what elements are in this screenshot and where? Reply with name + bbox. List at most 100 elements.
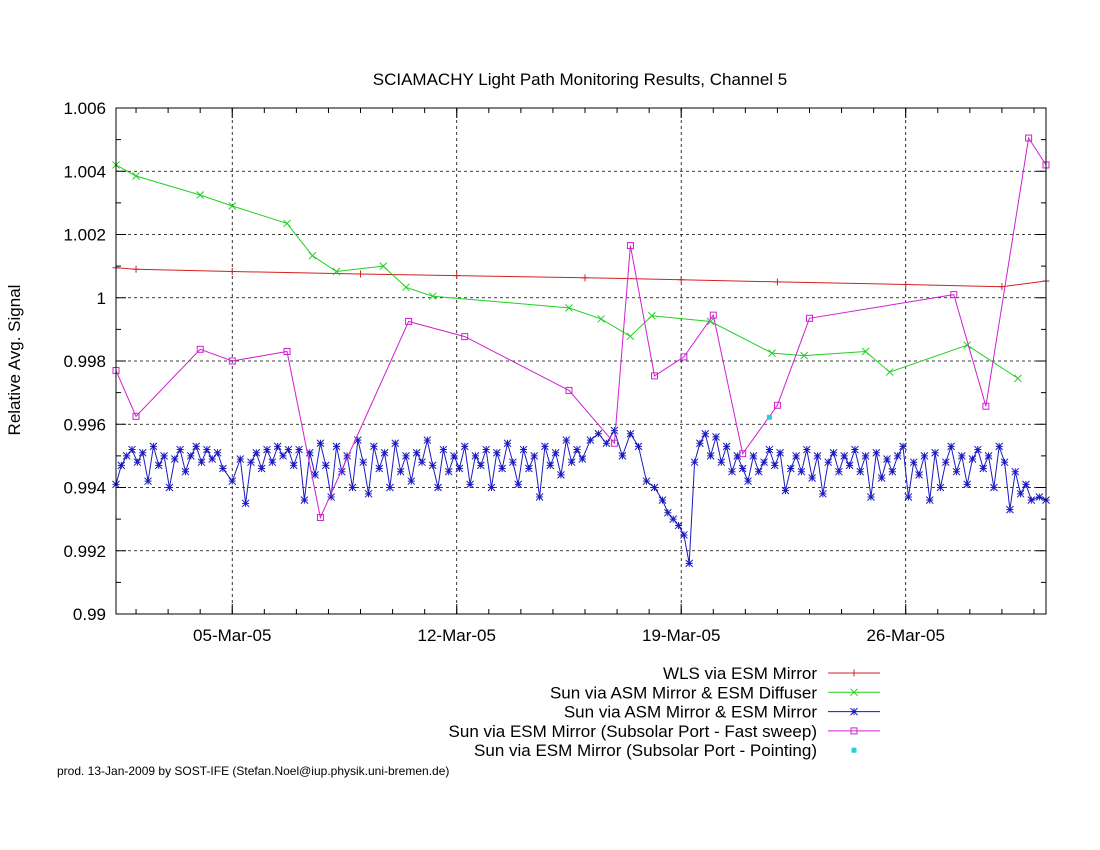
series-3-point [228,477,237,486]
series-3-point [717,458,726,467]
series-3-point [573,445,581,454]
series-3-point [423,436,432,444]
series-3-point [712,433,720,441]
series-4-point [610,439,618,447]
series-3-point [602,439,611,448]
y-tick-label: 0.992 [63,542,106,561]
series-3-point [899,442,907,451]
series-3-point [186,452,195,460]
series-4-point [982,402,990,410]
legend-label-4: Sun via ESM Mirror (Subsolar Port - Fast… [449,722,817,741]
series-3-point [247,458,255,467]
series-3-point [316,439,325,448]
series-3-point [450,452,458,460]
series-3-point [460,442,469,451]
series-3-point [936,483,945,492]
legend-label-3: Sun via ASM Mirror & ESM Mirror [564,703,817,722]
series-3-point [650,483,659,492]
series-3-point [722,442,731,451]
series-3-point [375,464,384,473]
y-tick-label: 1.004 [63,162,106,181]
series-3-point [364,489,373,498]
legend-marker-5 [851,747,857,753]
series-3-point [877,474,886,482]
y-tick-label: 1.002 [63,226,106,245]
chart-title: SCIAMACHY Light Path Monitoring Results,… [373,70,788,89]
plot-frame [115,107,1047,615]
series-3-point [957,452,966,460]
series-3-point [728,467,736,476]
series-3-point [578,455,587,463]
series-3-point [418,458,426,467]
x-tick-label: 05-Mar-05 [193,626,271,645]
series-3-point [508,458,517,467]
series-2-point [800,351,809,360]
series-3-point [818,489,827,498]
series-2-point [768,349,776,357]
series-3-point [343,452,352,460]
series-3-point [160,452,168,460]
series-3-point [786,464,795,473]
series-3-point [669,515,678,523]
series-3-point [925,496,934,505]
legend-marker-4 [850,727,858,735]
series-3-point [909,458,918,467]
y-tick-label: 0.998 [63,352,106,371]
series-2-point [283,219,291,228]
series-4-point [405,317,413,325]
series-3-point [241,499,250,508]
series-3-point [144,477,152,486]
series-5-point [766,414,772,420]
series-4-point [196,345,204,353]
series-3-point [219,464,227,473]
series-3-point [535,493,544,501]
series-3-point [455,464,464,473]
series-3-point [170,455,179,463]
series-3-point [626,429,635,438]
series-2-point [1014,374,1022,383]
series-3-point [1016,489,1025,498]
legend-label-2: Sun via ASM Mirror & ESM Diffuser [550,683,817,702]
series-3-point [802,445,811,454]
series-4-point [228,357,236,365]
series-1-point [677,276,685,284]
series-2-point [402,283,410,292]
series-3-point [586,436,595,444]
series-3-point [904,493,913,501]
y-tick-label: 1.006 [63,99,106,118]
series-4-point [805,314,813,322]
series-3-point [776,448,784,457]
series-3-point [391,439,400,448]
series-3-point [829,448,838,457]
series-3-point [856,467,865,476]
series-3-point [888,467,897,476]
series-3-point [117,461,126,470]
series-3-point [685,559,694,568]
series-1-point [998,283,1006,291]
series-3-point [941,458,950,467]
series-3-point [370,442,378,451]
series-4-point [680,353,688,361]
series-4-line [115,136,1047,520]
series-3-point [300,496,309,505]
series-3-point [332,442,341,451]
series-3-point [176,445,184,454]
series-3-point [203,445,211,454]
series-3-point [273,442,282,451]
series-3-point [979,464,988,473]
series-1-point [773,278,781,286]
series-3-point [208,455,217,463]
series-3-point [181,467,190,476]
series-2-point [885,368,894,376]
series-3-point [760,458,768,467]
series-1-point [581,274,589,282]
series-3-point [1027,496,1036,505]
series-3-point [434,483,442,492]
series-2-point [332,267,341,276]
series-3-point [963,480,972,489]
series-3-point [690,458,699,467]
axes: 1.006 1.004 1.002 1 0.998 0.996 0.994 0.992 0.99… [63,99,1046,645]
series-2-point [228,202,237,210]
